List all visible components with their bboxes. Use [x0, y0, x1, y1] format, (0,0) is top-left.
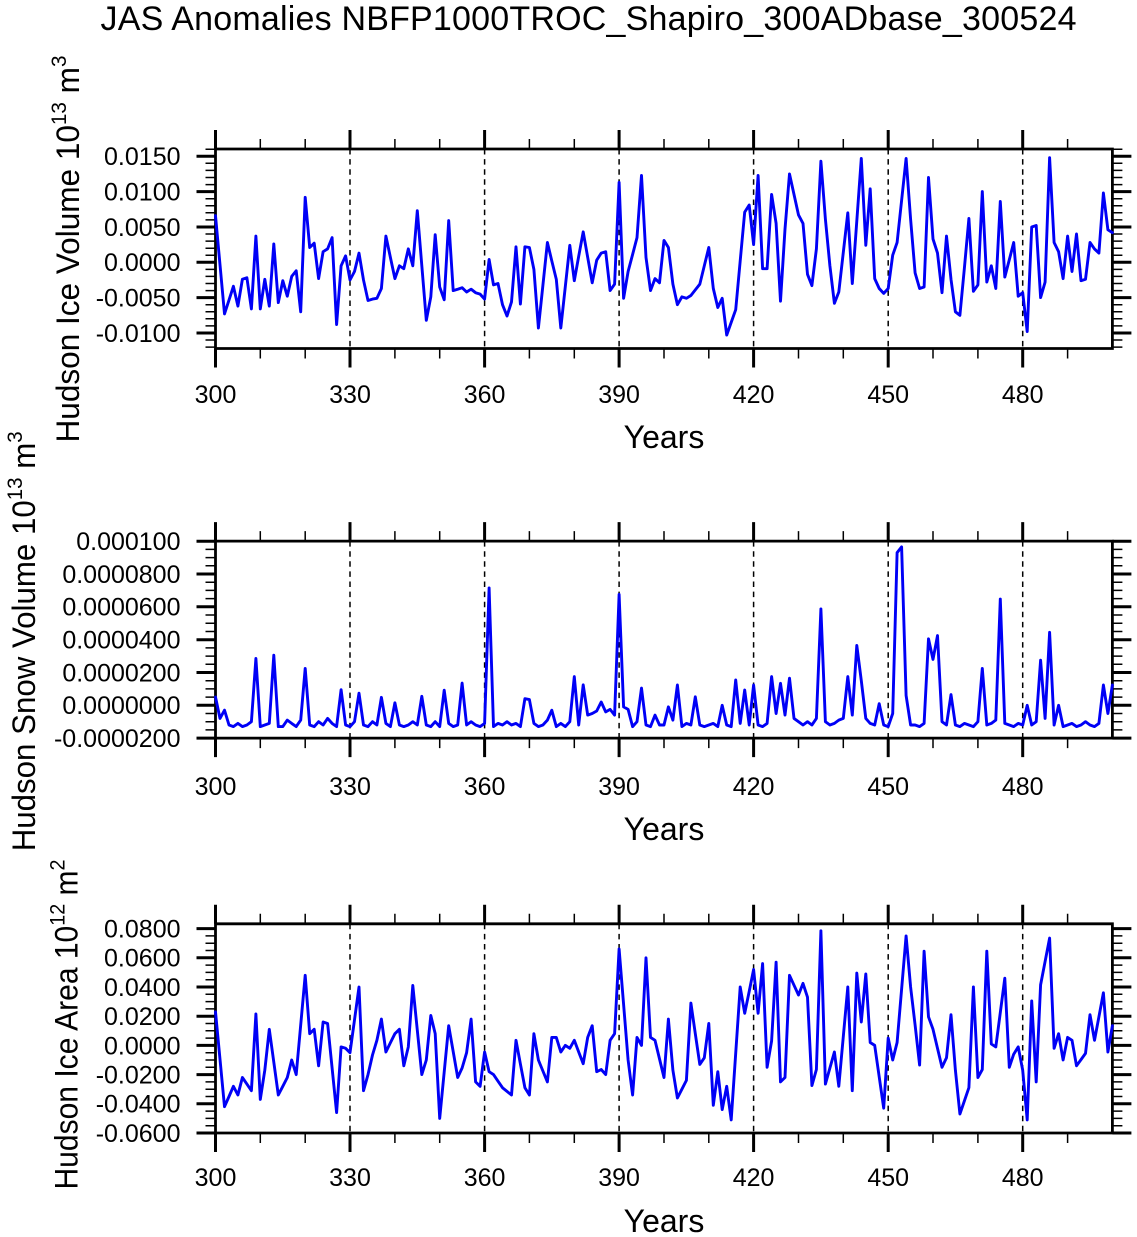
svg-text:360: 360: [464, 381, 506, 409]
svg-text:Hudson Snow Volume 1013 m3: Hudson Snow Volume 1013 m3: [4, 431, 42, 851]
svg-text:0.0600: 0.0600: [104, 945, 180, 973]
svg-text:0.0050: 0.0050: [104, 214, 180, 242]
svg-text:0.000100: 0.000100: [76, 528, 180, 556]
svg-text:390: 390: [598, 381, 640, 409]
svg-text:0.0150: 0.0150: [104, 143, 180, 171]
svg-text:300: 300: [195, 773, 237, 801]
svg-text:0.0000000: 0.0000000: [62, 692, 180, 720]
svg-text:0.0400: 0.0400: [104, 974, 180, 1002]
svg-text:-0.0100: -0.0100: [96, 320, 181, 348]
svg-text:330: 330: [329, 381, 371, 409]
svg-text:390: 390: [598, 773, 640, 801]
svg-text:0.0000400: 0.0000400: [62, 627, 180, 655]
svg-text:480: 480: [1002, 1164, 1044, 1192]
svg-text:0.0200: 0.0200: [104, 1003, 180, 1031]
svg-text:0.0800: 0.0800: [104, 916, 180, 944]
svg-text:-0.0200: -0.0200: [96, 1062, 181, 1090]
svg-text:420: 420: [733, 1164, 775, 1192]
svg-text:390: 390: [598, 1164, 640, 1192]
svg-text:450: 450: [867, 773, 909, 801]
svg-text:0.0000: 0.0000: [104, 249, 180, 277]
svg-text:360: 360: [464, 773, 506, 801]
svg-text:450: 450: [867, 1164, 909, 1192]
svg-text:330: 330: [329, 1164, 371, 1192]
svg-text:360: 360: [464, 1164, 506, 1192]
svg-text:330: 330: [329, 773, 371, 801]
svg-text:420: 420: [733, 773, 775, 801]
svg-text:300: 300: [195, 1164, 237, 1192]
svg-text:Years: Years: [624, 1203, 705, 1237]
svg-text:JAS Anomalies NBFP1000TROC_Sha: JAS Anomalies NBFP1000TROC_Shapiro_300AD…: [101, 0, 1077, 38]
svg-text:0.0100: 0.0100: [104, 179, 180, 207]
svg-text:450: 450: [867, 381, 909, 409]
svg-text:-0.0000200: -0.0000200: [54, 725, 181, 753]
svg-text:Years: Years: [624, 419, 705, 455]
svg-text:420: 420: [733, 381, 775, 409]
svg-text:Years: Years: [624, 811, 705, 847]
svg-text:480: 480: [1002, 381, 1044, 409]
svg-text:0.0000600: 0.0000600: [62, 594, 180, 622]
svg-text:0.0000: 0.0000: [104, 1032, 180, 1060]
svg-text:0.0000800: 0.0000800: [62, 561, 180, 589]
svg-text:-0.0400: -0.0400: [96, 1091, 181, 1119]
svg-text:300: 300: [195, 381, 237, 409]
svg-text:480: 480: [1002, 773, 1044, 801]
svg-text:-0.0050: -0.0050: [96, 285, 181, 313]
svg-text:-0.0600: -0.0600: [96, 1120, 181, 1148]
svg-text:0.0000200: 0.0000200: [62, 659, 180, 687]
